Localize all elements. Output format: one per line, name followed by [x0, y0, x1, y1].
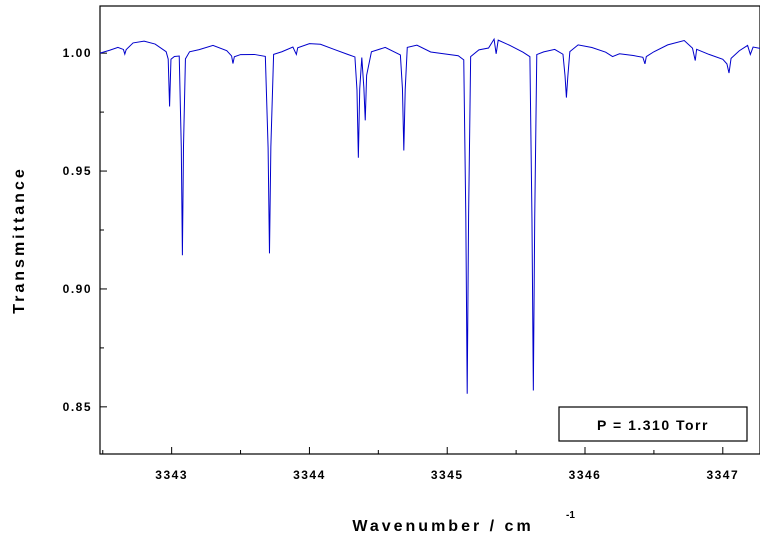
x-axis-title-group: Wavenumber / cm -1: [352, 510, 575, 535]
y-tick-label: 0.95: [63, 164, 92, 178]
x-axis-title: Wavenumber / cm: [352, 518, 533, 535]
x-axis-title-superscript: -1: [566, 510, 575, 521]
x-tick-label: 3344: [293, 468, 326, 482]
y-tick-label: 0.85: [63, 400, 92, 414]
x-axis-ticks: 3343 3344 3345 3346 3347: [102, 447, 739, 482]
x-tick-label: 3347: [706, 468, 739, 482]
x-tick-label: 3343: [155, 468, 188, 482]
transmittance-series-line: [99, 37, 760, 394]
y-axis-title: Transmittance: [11, 166, 28, 313]
plot-frame: [99, 5, 760, 455]
pressure-annotation: P = 1.310 Torr: [558, 406, 748, 442]
pressure-annotation-box: [558, 406, 748, 442]
y-axis-ticks: 0.85 0.90 0.95 1.00: [63, 46, 107, 414]
pressure-annotation-text: P = 1.310 Torr: [597, 417, 709, 433]
y-tick-label: 0.90: [63, 282, 92, 296]
y-tick-label: 1.00: [63, 46, 92, 60]
x-tick-label: 3346: [569, 468, 602, 482]
x-tick-label: 3345: [431, 468, 464, 482]
